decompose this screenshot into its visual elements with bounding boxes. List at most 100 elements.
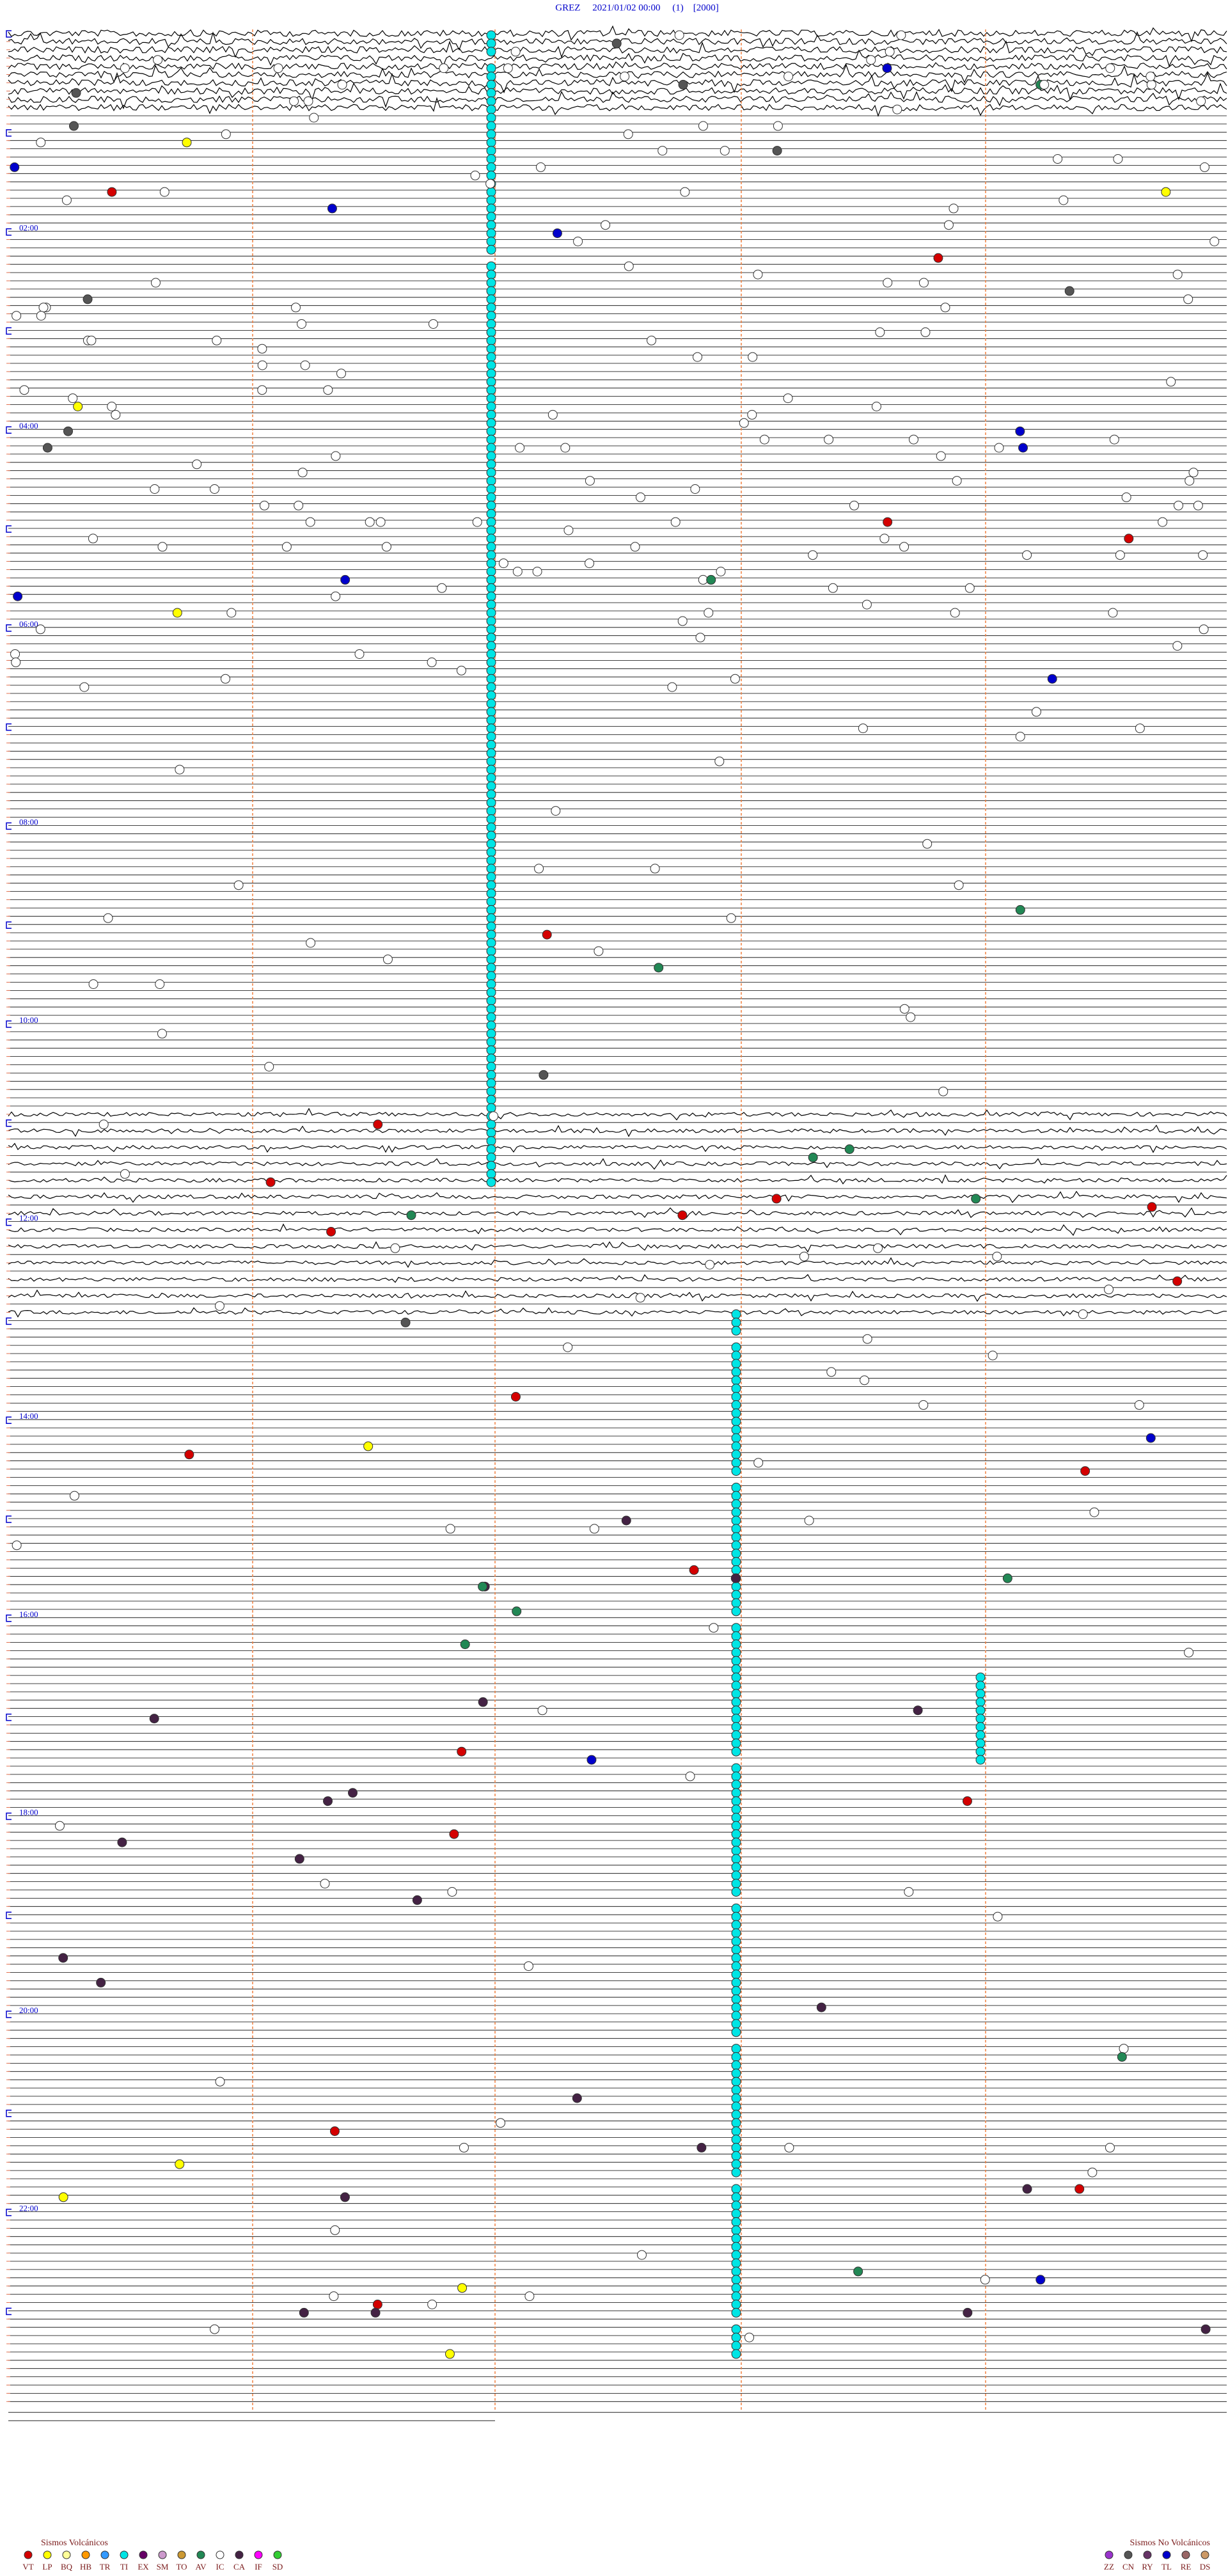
event-marker xyxy=(1031,707,1041,717)
event-marker xyxy=(731,1788,741,1798)
event-marker xyxy=(731,2209,741,2219)
event-marker xyxy=(1196,96,1206,106)
event-marker xyxy=(73,402,83,411)
trace xyxy=(8,72,1227,93)
event-marker xyxy=(107,402,117,411)
event-marker xyxy=(437,583,447,593)
event-marker xyxy=(329,2291,339,2302)
event-marker xyxy=(1193,500,1203,510)
event-marker xyxy=(904,1887,914,1897)
event-marker xyxy=(731,1903,741,1913)
event-marker xyxy=(896,30,906,40)
event-marker xyxy=(486,402,496,411)
event-marker xyxy=(731,1350,741,1361)
legend-code: ZZ xyxy=(1104,2562,1114,2572)
event-marker xyxy=(975,1746,986,1757)
event-marker xyxy=(1185,476,1195,486)
event-marker xyxy=(620,72,630,81)
event-marker xyxy=(486,1086,496,1096)
event-marker xyxy=(107,187,117,197)
event-marker xyxy=(12,1540,22,1551)
event-marker xyxy=(330,2225,340,2235)
event-marker xyxy=(486,971,496,981)
event-marker xyxy=(1172,269,1183,280)
event-marker xyxy=(478,1697,488,1707)
legend-code: AV xyxy=(195,2562,207,2572)
legend-title: Sismos No Volcánicos xyxy=(1130,2538,1211,2548)
event-marker xyxy=(690,484,700,494)
event-marker xyxy=(975,1705,986,1716)
event-marker xyxy=(486,542,496,552)
event-marker xyxy=(799,1251,809,1261)
event-marker xyxy=(731,2126,741,2137)
hour-bracket xyxy=(6,1119,12,1127)
event-marker xyxy=(962,1796,972,1806)
event-marker xyxy=(1015,732,1025,741)
event-marker xyxy=(731,1441,741,1451)
event-marker xyxy=(731,1425,741,1435)
event-marker xyxy=(10,649,20,659)
event-marker xyxy=(486,715,496,725)
event-marker xyxy=(563,525,574,535)
time-label: 16:00 xyxy=(19,1609,38,1619)
event-marker xyxy=(486,665,496,676)
event-marker xyxy=(552,228,562,239)
event-marker xyxy=(486,360,496,370)
event-marker xyxy=(486,558,496,569)
trace xyxy=(8,1223,1227,1237)
event-marker xyxy=(862,1334,872,1344)
event-marker xyxy=(731,2044,741,2054)
event-marker xyxy=(486,913,496,923)
title: GREZ 2021/01/02 00:00 (1) [2000] xyxy=(555,3,718,13)
event-marker xyxy=(486,286,496,296)
event-marker xyxy=(849,500,860,510)
event-marker xyxy=(264,1062,274,1071)
legend-swatch xyxy=(81,2550,90,2559)
event-marker xyxy=(731,1805,741,1814)
event-marker xyxy=(1174,500,1184,510)
event-marker xyxy=(731,1977,741,1987)
event-marker xyxy=(486,847,496,857)
event-marker xyxy=(486,921,496,931)
event-marker xyxy=(731,2233,741,2243)
hour-bracket xyxy=(6,1515,12,1523)
event-marker xyxy=(1047,674,1057,684)
event-marker xyxy=(563,1342,573,1352)
legend-code: BQ xyxy=(61,2562,73,2572)
event-marker xyxy=(1199,162,1209,172)
trace xyxy=(8,63,1227,84)
event-marker xyxy=(83,294,93,304)
event-marker xyxy=(486,303,496,313)
event-marker xyxy=(899,542,909,552)
event-marker xyxy=(382,954,393,965)
event-marker xyxy=(975,1672,986,1682)
event-marker xyxy=(1209,237,1220,246)
event-marker xyxy=(988,1350,998,1361)
event-marker xyxy=(510,1392,521,1402)
event-marker xyxy=(486,203,496,214)
event-marker xyxy=(824,434,834,445)
event-marker xyxy=(42,443,52,453)
event-marker xyxy=(486,244,496,255)
event-marker xyxy=(486,773,496,783)
event-marker xyxy=(670,517,681,527)
event-marker xyxy=(731,2093,741,2103)
event-marker xyxy=(731,2027,741,2037)
event-marker xyxy=(1147,1202,1157,1212)
event-marker xyxy=(773,121,783,131)
event-marker xyxy=(486,889,496,899)
event-marker xyxy=(150,484,160,494)
event-marker xyxy=(731,2060,741,2070)
event-marker xyxy=(427,657,437,667)
hour-bracket xyxy=(6,1911,12,1919)
time-label: 14:00 xyxy=(19,1411,38,1421)
event-marker xyxy=(214,1301,224,1311)
event-marker xyxy=(730,674,740,684)
event-marker xyxy=(1161,187,1171,197)
event-marker xyxy=(1198,550,1208,560)
event-marker xyxy=(980,2275,990,2285)
event-marker xyxy=(808,550,818,560)
event-marker xyxy=(731,2225,741,2235)
event-marker xyxy=(731,1581,741,1592)
legend-swatch xyxy=(43,2550,52,2559)
